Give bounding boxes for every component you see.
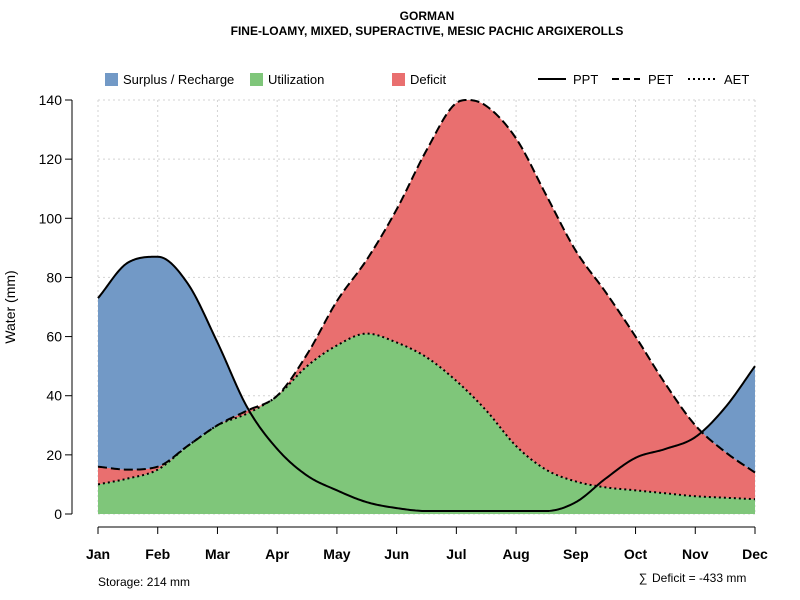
y-tick-label: 120 (39, 151, 63, 167)
plot-area: 0 20 40 60 80 100 120 140 Jan Feb Mar Apr May Jun Jul A… (39, 92, 768, 562)
y-tick-label: 60 (46, 329, 62, 345)
chart-subtitle: FINE-LOAMY, MIXED, SUPERACTIVE, MESIC PA… (231, 24, 624, 38)
y-tick-label: 80 (46, 269, 62, 285)
y-tick-label: 100 (39, 210, 63, 226)
y-tick-label: 0 (54, 506, 62, 522)
x-tick-label: Jan (86, 546, 110, 562)
legend-label-aet: AET (724, 72, 749, 87)
x-tick-label: Mar (205, 546, 230, 562)
legend: Surplus / Recharge Utilization Deficit P… (105, 72, 749, 87)
legend-label-ppt: PPT (573, 72, 598, 87)
deficit-area (98, 447, 187, 485)
surplus-area (702, 366, 755, 473)
deficit-area (278, 100, 755, 500)
x-tick-label: Aug (502, 546, 529, 562)
x-tick-label: Sep (563, 546, 589, 562)
storage-annotation: Storage: 214 mm (98, 575, 190, 589)
y-tick-label: 20 (46, 447, 62, 463)
legend-label-pet: PET (648, 72, 673, 87)
utilization-area (98, 333, 755, 514)
legend-swatch-utilization (250, 73, 263, 86)
deficit-annotation: Deficit = -433 mm (652, 571, 746, 585)
ppt-line (97, 255, 756, 513)
x-tick-label: Oct (624, 546, 648, 562)
legend-label-deficit: Deficit (410, 72, 447, 87)
legend-swatch-surplus (105, 73, 118, 86)
pet-line (97, 99, 756, 474)
x-tick-label: May (323, 546, 350, 562)
deficit-sum-icon: ∑ (639, 571, 648, 585)
aet-line (97, 332, 756, 501)
x-tick-label: Feb (145, 546, 170, 562)
surplus-area (98, 256, 248, 470)
legend-label-utilization: Utilization (268, 72, 324, 87)
y-tick-label: 40 (46, 388, 62, 404)
x-tick-label: Jun (384, 546, 409, 562)
y-tick-label: 140 (39, 92, 63, 108)
x-tick-label: Dec (742, 546, 768, 562)
chart-title: GORMAN (400, 9, 455, 23)
legend-swatch-deficit (392, 73, 405, 86)
x-tick-label: Apr (265, 546, 290, 562)
legend-label-surplus: Surplus / Recharge (123, 72, 234, 87)
x-tick-label: Nov (682, 546, 709, 562)
x-tick-label: Jul (446, 546, 466, 562)
y-axis-label: Water (mm) (2, 270, 18, 343)
